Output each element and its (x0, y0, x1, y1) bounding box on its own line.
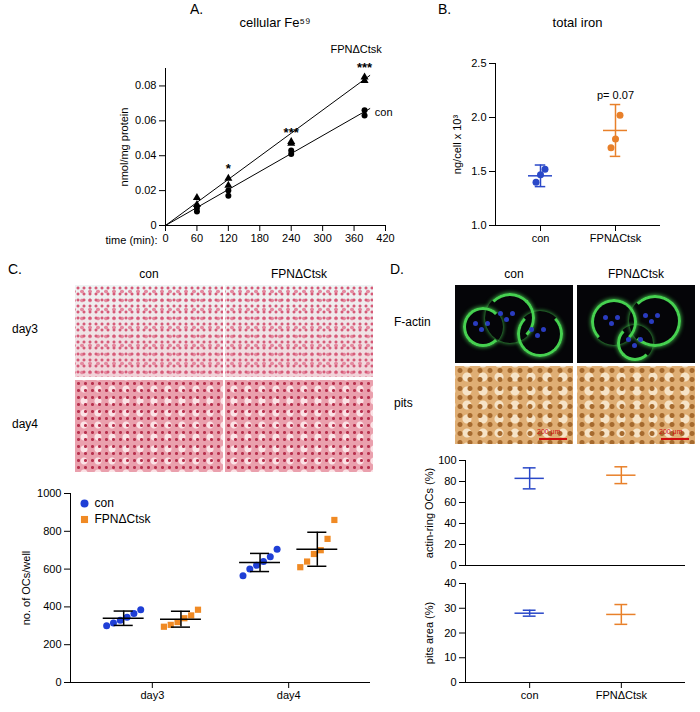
html-text:cellular Fe⁵⁹: cellular Fe⁵⁹ (239, 15, 311, 30)
svg-text:120: 120 (219, 232, 237, 244)
html-text:F-actin: F-actin (394, 315, 431, 329)
html-text:A.: A. (190, 1, 204, 17)
svg-text:420: 420 (376, 232, 394, 244)
svg-text:200: 200 (43, 638, 61, 650)
html-text:200 μm: 200 μm (659, 428, 683, 435)
svg-text:10: 10 (444, 651, 456, 663)
svg-text:0: 0 (162, 232, 168, 244)
svg-text:p= 0.07: p= 0.07 (597, 89, 634, 101)
svg-text:0.08: 0.08 (135, 79, 156, 91)
html-text:total iron: total iron (552, 15, 603, 30)
html-text:B.: B. (438, 1, 452, 17)
html-text:D.: D. (390, 261, 404, 277)
svg-text:300: 300 (313, 232, 331, 244)
svg-text:nmol/mg protein: nmol/mg protein (118, 108, 130, 187)
svg-text:40: 40 (444, 577, 456, 589)
html-text:FPNΔCtsk: FPNΔCtsk (271, 267, 327, 281)
svg-text:con: con (532, 232, 550, 244)
svg-text:FPNΔCtsk: FPNΔCtsk (596, 689, 648, 701)
svg-text:600: 600 (43, 563, 61, 575)
svg-text:pits area (%): pits area (%) (423, 602, 435, 664)
svg-text:180: 180 (251, 232, 269, 244)
html-text:FPNΔCtsk: FPNΔCtsk (608, 267, 664, 281)
svg-text:20: 20 (444, 538, 456, 550)
svg-text:2.0: 2.0 (471, 111, 486, 123)
svg-text:***: *** (357, 60, 373, 75)
svg-text:0: 0 (450, 559, 456, 571)
svg-text:0.02: 0.02 (135, 184, 156, 196)
svg-text:FPNΔCtsk: FPNΔCtsk (95, 512, 152, 526)
svg-text:40: 40 (444, 517, 456, 529)
svg-text:1000: 1000 (37, 487, 61, 499)
svg-text:con: con (521, 689, 539, 701)
svg-text:***: *** (284, 125, 300, 140)
svg-text:1.5: 1.5 (471, 165, 486, 177)
svg-text:60: 60 (444, 496, 456, 508)
svg-text:0: 0 (55, 676, 61, 688)
svg-text:0: 0 (150, 219, 156, 231)
svg-text:time (min):: time (min): (106, 234, 158, 246)
svg-text:0.04: 0.04 (135, 149, 156, 161)
svg-text:day4: day4 (277, 689, 301, 701)
svg-text:ng/cell x 10³: ng/cell x 10³ (451, 115, 463, 175)
svg-text:*: * (226, 161, 232, 176)
svg-text:0: 0 (450, 676, 456, 688)
html-text:con: con (139, 267, 159, 281)
svg-text:240: 240 (282, 232, 300, 244)
svg-text:30: 30 (444, 602, 456, 614)
svg-text:800: 800 (43, 525, 61, 537)
html-text:C.: C. (8, 261, 22, 277)
svg-text:2.5: 2.5 (471, 57, 486, 69)
svg-text:no. of OCs/well: no. of OCs/well (20, 551, 32, 626)
html-text:day4: day4 (12, 417, 38, 431)
svg-text:100: 100 (438, 454, 456, 466)
svg-text:actin-ring OCs (%): actin-ring OCs (%) (423, 468, 435, 558)
svg-text:1.0: 1.0 (471, 219, 486, 231)
svg-text:FPNΔCtsk: FPNΔCtsk (330, 43, 382, 55)
svg-text:20: 20 (444, 627, 456, 639)
svg-text:con: con (375, 106, 393, 118)
svg-text:80: 80 (444, 475, 456, 487)
svg-text:FPNΔCtsk: FPNΔCtsk (590, 232, 642, 244)
html-text:pits: pits (394, 396, 413, 410)
svg-text:60: 60 (191, 232, 203, 244)
svg-text:360: 360 (345, 232, 363, 244)
svg-text:day3: day3 (140, 689, 164, 701)
html-text:con: con (504, 267, 524, 281)
svg-text:0.06: 0.06 (135, 114, 156, 126)
html-text:day3: day3 (12, 322, 38, 336)
html-text:200 μm: 200 μm (537, 428, 561, 435)
svg-text:400: 400 (43, 600, 61, 612)
svg-text:con: con (95, 496, 114, 510)
